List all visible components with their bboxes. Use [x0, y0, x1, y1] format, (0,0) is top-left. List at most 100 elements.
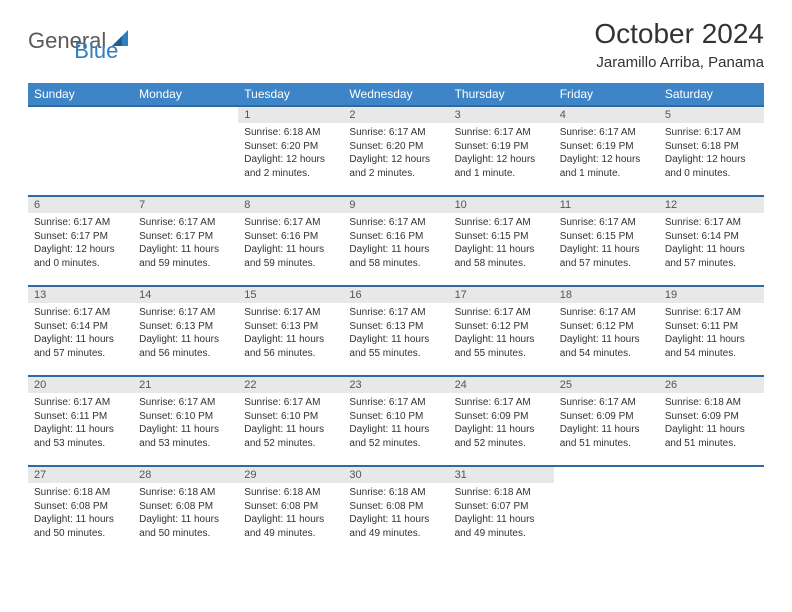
sunrise-text: Sunrise: 6:17 AM	[665, 216, 758, 230]
calendar-day-cell: 1Sunrise: 6:18 AMSunset: 6:20 PMDaylight…	[238, 106, 343, 196]
sunset-text: Sunset: 6:15 PM	[455, 230, 548, 244]
calendar-day-cell: 22Sunrise: 6:17 AMSunset: 6:10 PMDayligh…	[238, 376, 343, 466]
sunset-text: Sunset: 6:14 PM	[34, 320, 127, 334]
sunset-text: Sunset: 6:08 PM	[244, 500, 337, 514]
sunset-text: Sunset: 6:17 PM	[139, 230, 232, 244]
calendar-table: SundayMondayTuesdayWednesdayThursdayFrid…	[28, 83, 764, 556]
day-details: Sunrise: 6:17 AMSunset: 6:15 PMDaylight:…	[554, 213, 659, 273]
sunrise-text: Sunrise: 6:18 AM	[244, 126, 337, 140]
day-number: 9	[343, 197, 448, 213]
calendar-day-cell: 21Sunrise: 6:17 AMSunset: 6:10 PMDayligh…	[133, 376, 238, 466]
day-number: 20	[28, 377, 133, 393]
day-details: Sunrise: 6:17 AMSunset: 6:13 PMDaylight:…	[133, 303, 238, 363]
day-details: Sunrise: 6:17 AMSunset: 6:11 PMDaylight:…	[659, 303, 764, 363]
calendar-week-row: 6Sunrise: 6:17 AMSunset: 6:17 PMDaylight…	[28, 196, 764, 286]
calendar-day-cell: 28Sunrise: 6:18 AMSunset: 6:08 PMDayligh…	[133, 466, 238, 556]
calendar-day-cell: 16Sunrise: 6:17 AMSunset: 6:13 PMDayligh…	[343, 286, 448, 376]
weekday-header: Sunday	[28, 83, 133, 106]
calendar-page: General Blue October 2024 Jaramillo Arri…	[0, 0, 792, 574]
calendar-day-cell: 17Sunrise: 6:17 AMSunset: 6:12 PMDayligh…	[449, 286, 554, 376]
daylight-text: Daylight: 11 hours and 55 minutes.	[349, 333, 442, 360]
calendar-day-cell: 2Sunrise: 6:17 AMSunset: 6:20 PMDaylight…	[343, 106, 448, 196]
sunset-text: Sunset: 6:19 PM	[455, 140, 548, 154]
sunrise-text: Sunrise: 6:17 AM	[349, 396, 442, 410]
day-details: Sunrise: 6:17 AMSunset: 6:15 PMDaylight:…	[449, 213, 554, 273]
weekday-header-row: SundayMondayTuesdayWednesdayThursdayFrid…	[28, 83, 764, 106]
sunrise-text: Sunrise: 6:17 AM	[349, 216, 442, 230]
calendar-day-cell: 26Sunrise: 6:18 AMSunset: 6:09 PMDayligh…	[659, 376, 764, 466]
daylight-text: Daylight: 11 hours and 58 minutes.	[349, 243, 442, 270]
sunset-text: Sunset: 6:16 PM	[244, 230, 337, 244]
sunrise-text: Sunrise: 6:17 AM	[244, 306, 337, 320]
calendar-day-cell: 9Sunrise: 6:17 AMSunset: 6:16 PMDaylight…	[343, 196, 448, 286]
day-number: 26	[659, 377, 764, 393]
weekday-header: Monday	[133, 83, 238, 106]
title-block: October 2024 Jaramillo Arriba, Panama	[594, 18, 764, 71]
sunset-text: Sunset: 6:10 PM	[244, 410, 337, 424]
day-details: Sunrise: 6:17 AMSunset: 6:18 PMDaylight:…	[659, 123, 764, 183]
logo: General Blue	[28, 18, 118, 64]
calendar-day-cell: 13Sunrise: 6:17 AMSunset: 6:14 PMDayligh…	[28, 286, 133, 376]
calendar-day-cell: 6Sunrise: 6:17 AMSunset: 6:17 PMDaylight…	[28, 196, 133, 286]
weekday-header: Friday	[554, 83, 659, 106]
daylight-text: Daylight: 11 hours and 50 minutes.	[34, 513, 127, 540]
sunset-text: Sunset: 6:15 PM	[560, 230, 653, 244]
sunrise-text: Sunrise: 6:17 AM	[560, 216, 653, 230]
calendar-day-cell: ..	[554, 466, 659, 556]
calendar-day-cell: 8Sunrise: 6:17 AMSunset: 6:16 PMDaylight…	[238, 196, 343, 286]
day-details: Sunrise: 6:17 AMSunset: 6:17 PMDaylight:…	[133, 213, 238, 273]
sunset-text: Sunset: 6:20 PM	[349, 140, 442, 154]
daylight-text: Daylight: 12 hours and 0 minutes.	[665, 153, 758, 180]
daylight-text: Daylight: 11 hours and 55 minutes.	[455, 333, 548, 360]
daylight-text: Daylight: 11 hours and 58 minutes.	[455, 243, 548, 270]
calendar-day-cell: 15Sunrise: 6:17 AMSunset: 6:13 PMDayligh…	[238, 286, 343, 376]
sunset-text: Sunset: 6:09 PM	[665, 410, 758, 424]
sunrise-text: Sunrise: 6:18 AM	[349, 486, 442, 500]
sunrise-text: Sunrise: 6:17 AM	[349, 306, 442, 320]
day-details: Sunrise: 6:17 AMSunset: 6:10 PMDaylight:…	[238, 393, 343, 453]
day-number: 15	[238, 287, 343, 303]
sunrise-text: Sunrise: 6:17 AM	[349, 126, 442, 140]
sunset-text: Sunset: 6:12 PM	[455, 320, 548, 334]
sunrise-text: Sunrise: 6:18 AM	[34, 486, 127, 500]
sunset-text: Sunset: 6:13 PM	[349, 320, 442, 334]
day-number: 8	[238, 197, 343, 213]
calendar-day-cell: 14Sunrise: 6:17 AMSunset: 6:13 PMDayligh…	[133, 286, 238, 376]
calendar-day-cell: 25Sunrise: 6:17 AMSunset: 6:09 PMDayligh…	[554, 376, 659, 466]
day-number: 5	[659, 107, 764, 123]
sunrise-text: Sunrise: 6:17 AM	[139, 306, 232, 320]
sunrise-text: Sunrise: 6:17 AM	[665, 306, 758, 320]
sunset-text: Sunset: 6:19 PM	[560, 140, 653, 154]
calendar-day-cell: 19Sunrise: 6:17 AMSunset: 6:11 PMDayligh…	[659, 286, 764, 376]
sunset-text: Sunset: 6:10 PM	[349, 410, 442, 424]
day-number: 21	[133, 377, 238, 393]
day-number: 1	[238, 107, 343, 123]
daylight-text: Daylight: 11 hours and 49 minutes.	[349, 513, 442, 540]
calendar-day-cell: 24Sunrise: 6:17 AMSunset: 6:09 PMDayligh…	[449, 376, 554, 466]
sunset-text: Sunset: 6:09 PM	[455, 410, 548, 424]
day-number: 22	[238, 377, 343, 393]
day-number: 14	[133, 287, 238, 303]
month-title: October 2024	[594, 18, 764, 50]
day-number: 6	[28, 197, 133, 213]
day-details: Sunrise: 6:17 AMSunset: 6:16 PMDaylight:…	[238, 213, 343, 273]
daylight-text: Daylight: 12 hours and 2 minutes.	[244, 153, 337, 180]
sunrise-text: Sunrise: 6:18 AM	[139, 486, 232, 500]
location: Jaramillo Arriba, Panama	[594, 54, 764, 71]
day-details: Sunrise: 6:17 AMSunset: 6:13 PMDaylight:…	[343, 303, 448, 363]
calendar-day-cell: 5Sunrise: 6:17 AMSunset: 6:18 PMDaylight…	[659, 106, 764, 196]
day-number: 24	[449, 377, 554, 393]
sunset-text: Sunset: 6:14 PM	[665, 230, 758, 244]
calendar-week-row: 20Sunrise: 6:17 AMSunset: 6:11 PMDayligh…	[28, 376, 764, 466]
calendar-week-row: ....1Sunrise: 6:18 AMSunset: 6:20 PMDayl…	[28, 106, 764, 196]
daylight-text: Daylight: 11 hours and 51 minutes.	[560, 423, 653, 450]
calendar-day-cell: 4Sunrise: 6:17 AMSunset: 6:19 PMDaylight…	[554, 106, 659, 196]
day-details: Sunrise: 6:17 AMSunset: 6:19 PMDaylight:…	[554, 123, 659, 183]
sunset-text: Sunset: 6:13 PM	[139, 320, 232, 334]
sunset-text: Sunset: 6:17 PM	[34, 230, 127, 244]
day-details: Sunrise: 6:18 AMSunset: 6:08 PMDaylight:…	[238, 483, 343, 543]
day-details: Sunrise: 6:17 AMSunset: 6:10 PMDaylight:…	[133, 393, 238, 453]
day-details: Sunrise: 6:17 AMSunset: 6:10 PMDaylight:…	[343, 393, 448, 453]
sunrise-text: Sunrise: 6:17 AM	[455, 306, 548, 320]
weekday-header: Wednesday	[343, 83, 448, 106]
